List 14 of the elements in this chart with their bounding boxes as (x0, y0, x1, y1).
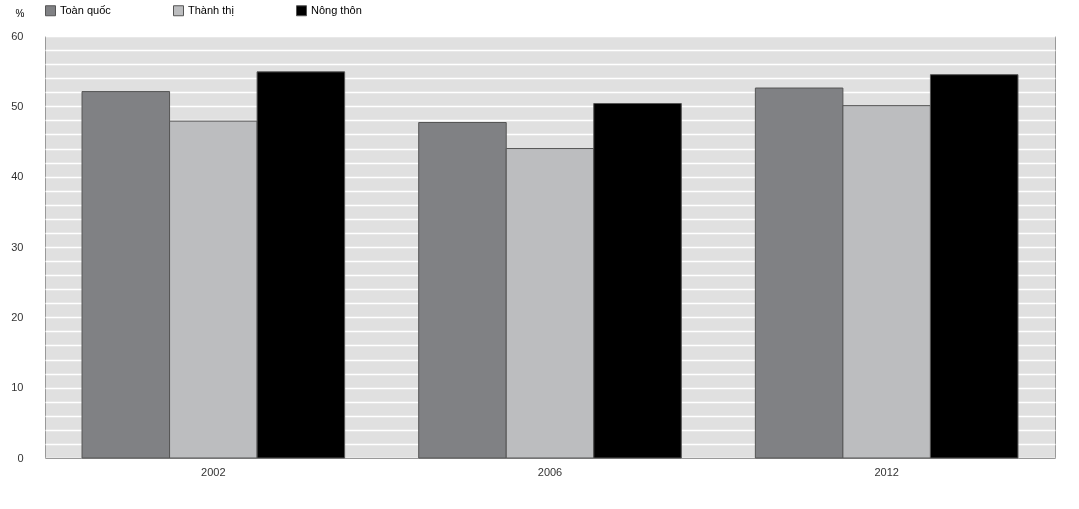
legend-label: Thành thị (188, 3, 234, 16)
legend-label: Nông thôn (311, 3, 362, 16)
y-tick-label: 20 (11, 310, 24, 323)
y-tick-label: 60 (11, 29, 24, 42)
x-tick-label: 2002 (201, 465, 226, 478)
y-axis-title: % (15, 7, 25, 19)
y-tick-label: 50 (11, 99, 24, 112)
x-tick-label: 2006 (537, 465, 563, 478)
y-tick-label: 40 (11, 170, 24, 183)
y-tick-label: 10 (11, 381, 24, 394)
x-tick-label: 2012 (874, 465, 899, 478)
y-tick-label: 30 (11, 240, 24, 253)
y-tick-label: 0 (17, 451, 24, 464)
legend-label: Toàn quốc (60, 3, 112, 16)
